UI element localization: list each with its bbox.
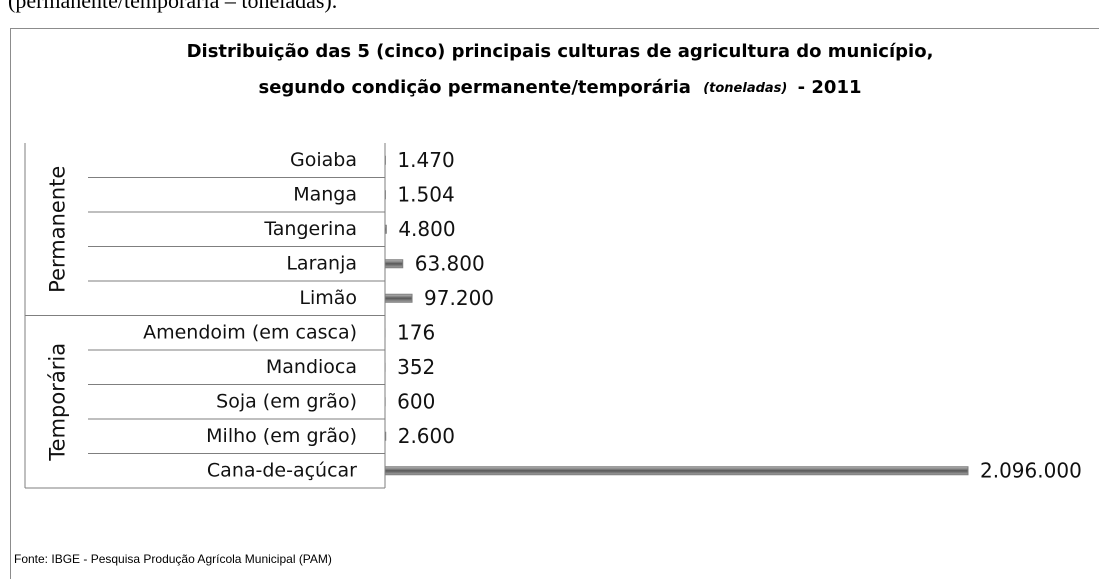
value-label: 352 <box>397 355 435 379</box>
category-label: Manga <box>293 183 357 205</box>
value-label: 63.800 <box>415 251 485 275</box>
bar <box>384 293 413 303</box>
bar <box>384 259 404 269</box>
chart-frame <box>10 28 1099 579</box>
caption: (permanente/temporária – toneladas). <box>8 0 337 13</box>
bar <box>384 466 969 476</box>
value-label: 2.096.000 <box>980 458 1082 482</box>
group-label: Temporária <box>46 343 70 462</box>
title-unit: (toneladas) <box>703 81 787 96</box>
category-label: Mandioca <box>266 356 357 378</box>
value-label: 2.600 <box>398 424 455 448</box>
category-label: Tangerina <box>263 218 357 240</box>
category-label: Milho (em grão) <box>206 425 357 447</box>
chart-title: Distribuição das 5 (cinco) principais cu… <box>187 41 934 62</box>
value-label: 4.800 <box>398 217 455 241</box>
category-label: Amendoim (em casca) <box>143 321 357 343</box>
category-label: Soja (em grão) <box>216 390 357 412</box>
category-label: Cana-de-açúcar <box>207 459 357 481</box>
value-label: 97.200 <box>424 286 494 310</box>
title-year: - 2011 <box>798 77 862 98</box>
chart-title: segundo condição permanente/temporária (… <box>258 77 861 98</box>
category-label: Goiaba <box>290 149 357 171</box>
bar <box>384 431 387 441</box>
group-label: Permanente <box>46 166 70 293</box>
title-line: segundo condição permanente/temporária <box>258 77 690 98</box>
category-label: Limão <box>299 287 357 309</box>
category-label: Laranja <box>286 252 357 274</box>
source: Fonte: IBGE - Pesquisa Produção Agrícola… <box>14 552 332 566</box>
value-label: 176 <box>397 320 435 344</box>
value-label: 1.470 <box>397 148 454 172</box>
value-label: 1.504 <box>397 182 454 206</box>
value-label: 600 <box>397 389 435 413</box>
bar <box>384 224 387 234</box>
